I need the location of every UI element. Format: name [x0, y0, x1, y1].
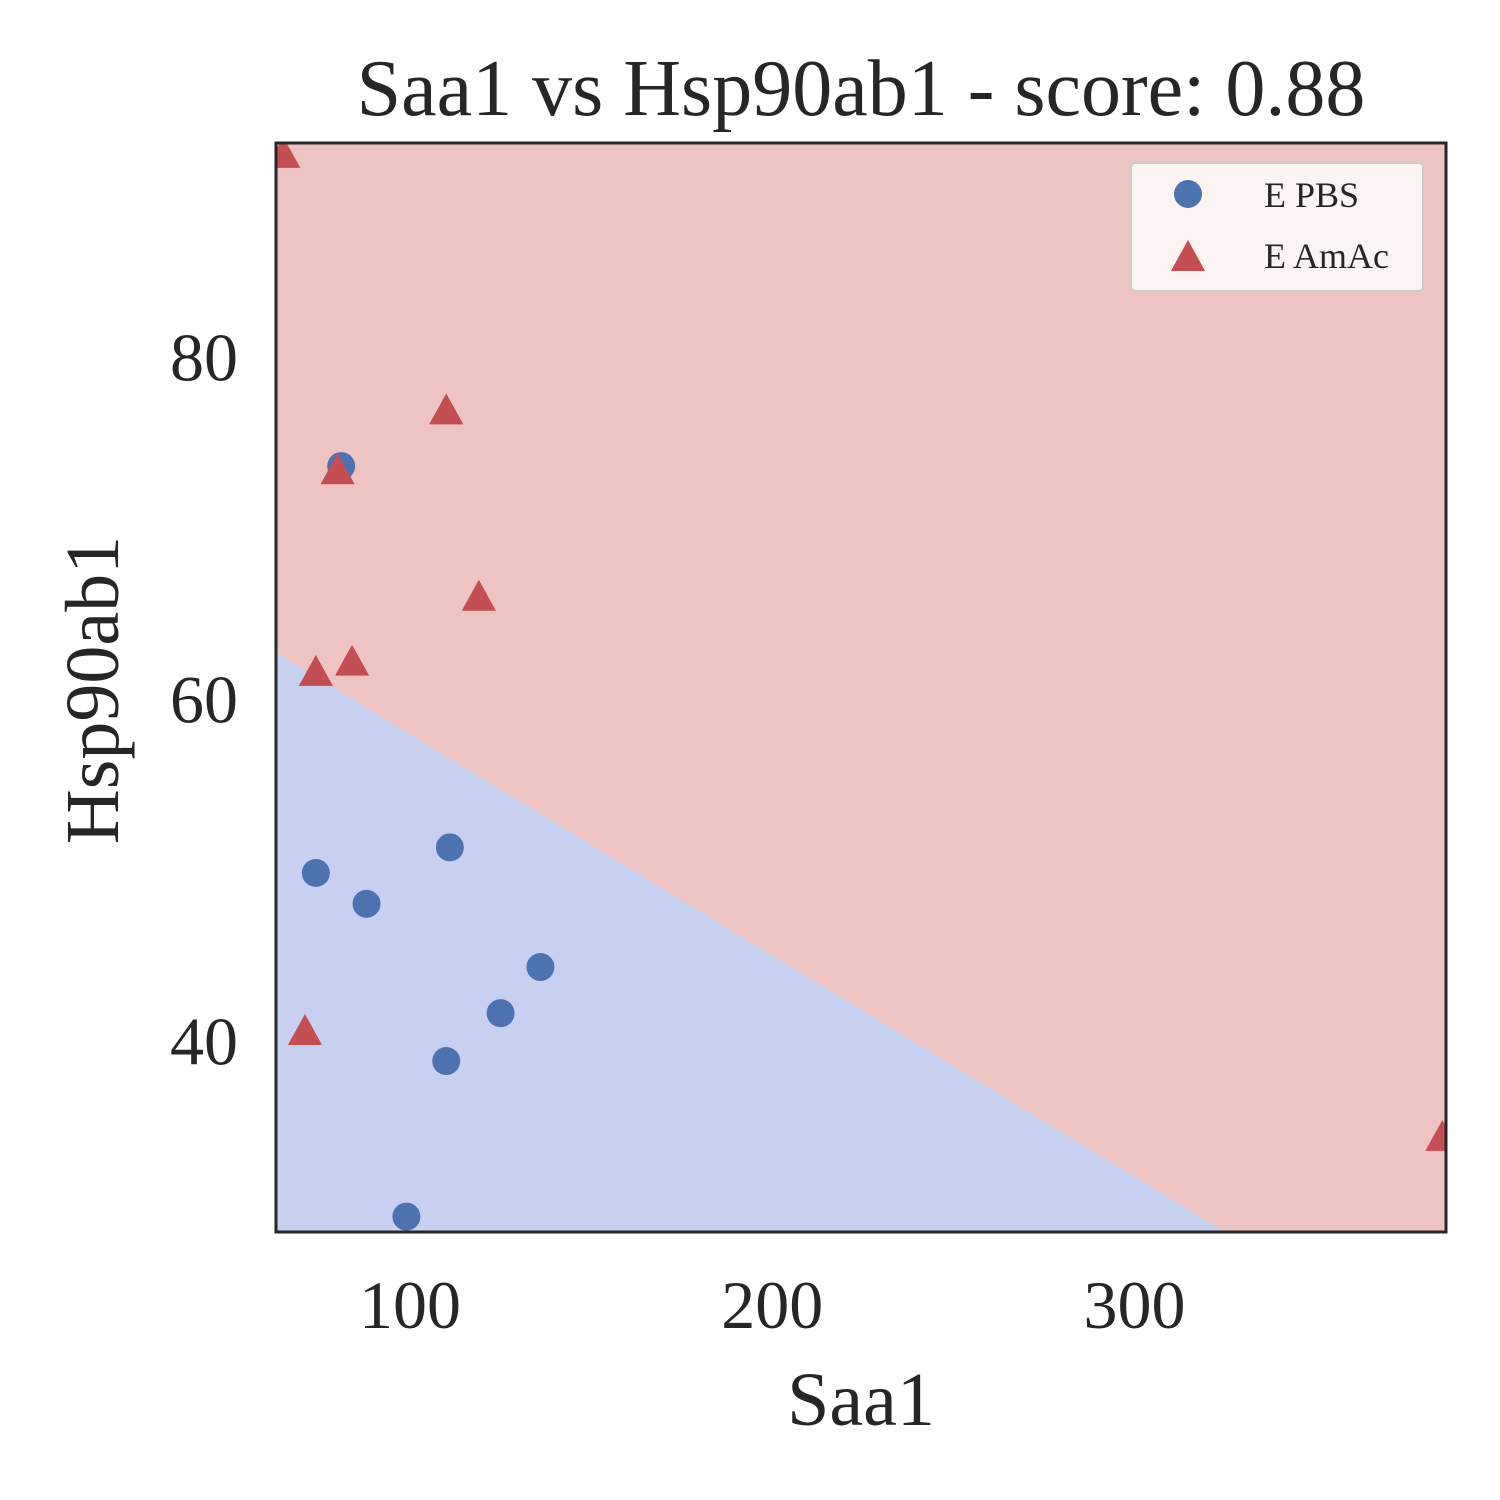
point-e-amac-4 — [298, 654, 333, 686]
y-axis-label: Hsp90ab1 — [51, 536, 135, 844]
legend-box — [1130, 162, 1424, 292]
legend-marker-e-amac — [1170, 240, 1206, 271]
x-tick-label: 300 — [1083, 1267, 1185, 1343]
legend-label-e-pbs: E PBS — [1264, 175, 1359, 215]
point-e-pbs-3 — [435, 833, 464, 862]
point-e-amac-5 — [334, 644, 370, 676]
y-axis-ticks: 40 60 80 — [170, 320, 238, 1080]
point-e-amac-2 — [320, 453, 355, 485]
plot-frame — [274, 141, 1448, 1234]
x-tick-label: 100 — [359, 1267, 461, 1343]
y-tick-label: 80 — [170, 320, 238, 396]
chart-title: Saa1 vs Hsp90ab1 - score: 0.88 — [357, 45, 1366, 133]
point-e-amac-6 — [287, 1013, 323, 1045]
data-points — [276, 143, 1446, 1231]
y-tick-label: 60 — [170, 662, 238, 738]
point-e-amac-1 — [429, 393, 464, 425]
point-e-pbs-5 — [486, 999, 515, 1028]
point-e-amac-3 — [461, 579, 496, 611]
point-e-pbs-6 — [432, 1047, 461, 1076]
y-tick-label: 40 — [170, 1004, 238, 1080]
legend: E PBS E AmAc — [1130, 162, 1424, 292]
point-e-pbs-2 — [352, 889, 381, 918]
decision-region-lower — [276, 652, 1226, 1232]
legend-marker-e-pbs — [1174, 180, 1202, 208]
x-axis-ticks: 100 200 300 — [359, 1267, 1185, 1343]
point-e-amac-0 — [276, 143, 301, 168]
x-axis-label: Saa1 — [787, 1358, 935, 1442]
x-tick-label: 200 — [721, 1267, 823, 1343]
point-e-pbs-4 — [526, 953, 555, 982]
legend-label-e-amac: E AmAc — [1264, 236, 1389, 276]
point-e-pbs-7 — [392, 1202, 421, 1231]
plot-area — [276, 143, 1446, 1232]
point-e-pbs-1 — [301, 858, 330, 887]
point-e-amac-7 — [1425, 1119, 1446, 1151]
